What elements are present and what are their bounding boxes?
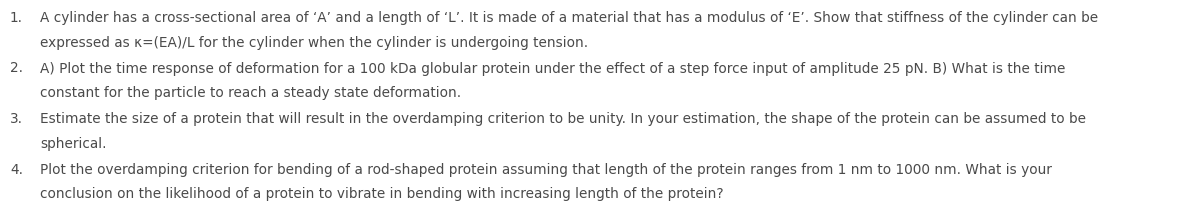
Text: 3.: 3. [10,112,23,126]
Text: constant for the particle to reach a steady state deformation.: constant for the particle to reach a ste… [40,86,461,100]
Text: expressed as κ=(EA)/L for the cylinder when the cylinder is undergoing tension.: expressed as κ=(EA)/L for the cylinder w… [40,36,588,49]
Text: conclusion on the likelihood of a protein to vibrate in bending with increasing : conclusion on the likelihood of a protei… [40,187,724,201]
Text: A cylinder has a cross-sectional area of ‘A’ and a length of ‘L’. It is made of : A cylinder has a cross-sectional area of… [40,11,1098,25]
Text: Plot the overdamping criterion for bending of a rod-shaped protein assuming that: Plot the overdamping criterion for bendi… [40,163,1052,176]
Text: Estimate the size of a protein that will result in the overdamping criterion to : Estimate the size of a protein that will… [40,112,1086,126]
Text: 2.: 2. [10,61,23,76]
Text: A) Plot the time response of deformation for a 100 kDa globular protein under th: A) Plot the time response of deformation… [40,61,1066,76]
Text: spherical.: spherical. [40,136,107,151]
Text: 4.: 4. [10,163,23,176]
Text: 1.: 1. [10,11,23,25]
